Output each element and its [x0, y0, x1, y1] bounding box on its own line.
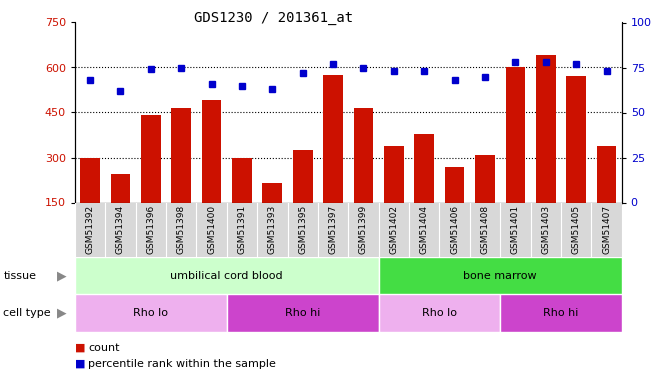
Text: GSM51397: GSM51397	[329, 205, 338, 255]
Text: GSM51402: GSM51402	[389, 205, 398, 254]
Text: GSM51399: GSM51399	[359, 205, 368, 255]
Text: GSM51396: GSM51396	[146, 205, 156, 255]
Bar	[202, 100, 221, 202]
Text: GSM51391: GSM51391	[238, 205, 247, 255]
Text: bone marrow: bone marrow	[464, 271, 537, 280]
Bar	[323, 75, 343, 202]
Text: GDS1230 / 201361_at: GDS1230 / 201361_at	[194, 11, 353, 25]
Text: tissue: tissue	[3, 271, 36, 280]
Text: GSM51395: GSM51395	[298, 205, 307, 255]
Text: GSM51406: GSM51406	[450, 205, 459, 254]
Text: Rho lo: Rho lo	[133, 308, 169, 318]
Bar	[293, 150, 312, 202]
Text: ▶: ▶	[57, 269, 66, 282]
Text: Rho hi: Rho hi	[285, 308, 320, 318]
Bar	[353, 108, 374, 202]
Bar	[227, 294, 379, 332]
Text: ■: ■	[75, 359, 85, 369]
Bar	[414, 134, 434, 202]
Text: percentile rank within the sample: percentile rank within the sample	[88, 359, 276, 369]
Text: GSM51400: GSM51400	[207, 205, 216, 254]
Bar	[379, 257, 622, 294]
Text: GSM51398: GSM51398	[176, 205, 186, 255]
Text: GSM51393: GSM51393	[268, 205, 277, 255]
Bar	[232, 158, 252, 203]
Text: GSM51392: GSM51392	[85, 205, 94, 254]
Bar	[171, 108, 191, 202]
Text: ▶: ▶	[57, 307, 66, 320]
Text: GSM51407: GSM51407	[602, 205, 611, 254]
Bar	[566, 76, 586, 203]
Bar	[500, 294, 622, 332]
Bar	[445, 166, 465, 202]
Text: GSM51405: GSM51405	[572, 205, 581, 254]
Text: cell type: cell type	[3, 308, 51, 318]
Text: GSM51404: GSM51404	[420, 205, 429, 254]
Bar	[141, 116, 161, 202]
Bar	[75, 257, 379, 294]
Bar	[384, 146, 404, 202]
Bar	[111, 174, 130, 202]
Bar	[536, 56, 555, 202]
Bar	[75, 294, 227, 332]
Text: umbilical cord blood: umbilical cord blood	[171, 271, 283, 280]
Text: GSM51401: GSM51401	[511, 205, 520, 254]
Bar	[80, 158, 100, 203]
Bar	[262, 183, 283, 203]
Text: ■: ■	[75, 343, 85, 353]
Bar	[505, 68, 525, 203]
Bar	[596, 146, 616, 202]
Text: Rho hi: Rho hi	[543, 308, 579, 318]
Text: GSM51408: GSM51408	[480, 205, 490, 254]
Text: GSM51403: GSM51403	[541, 205, 550, 254]
Bar	[379, 294, 500, 332]
Text: GSM51394: GSM51394	[116, 205, 125, 254]
Text: count: count	[88, 343, 119, 353]
Text: Rho lo: Rho lo	[422, 308, 457, 318]
Bar	[475, 154, 495, 203]
